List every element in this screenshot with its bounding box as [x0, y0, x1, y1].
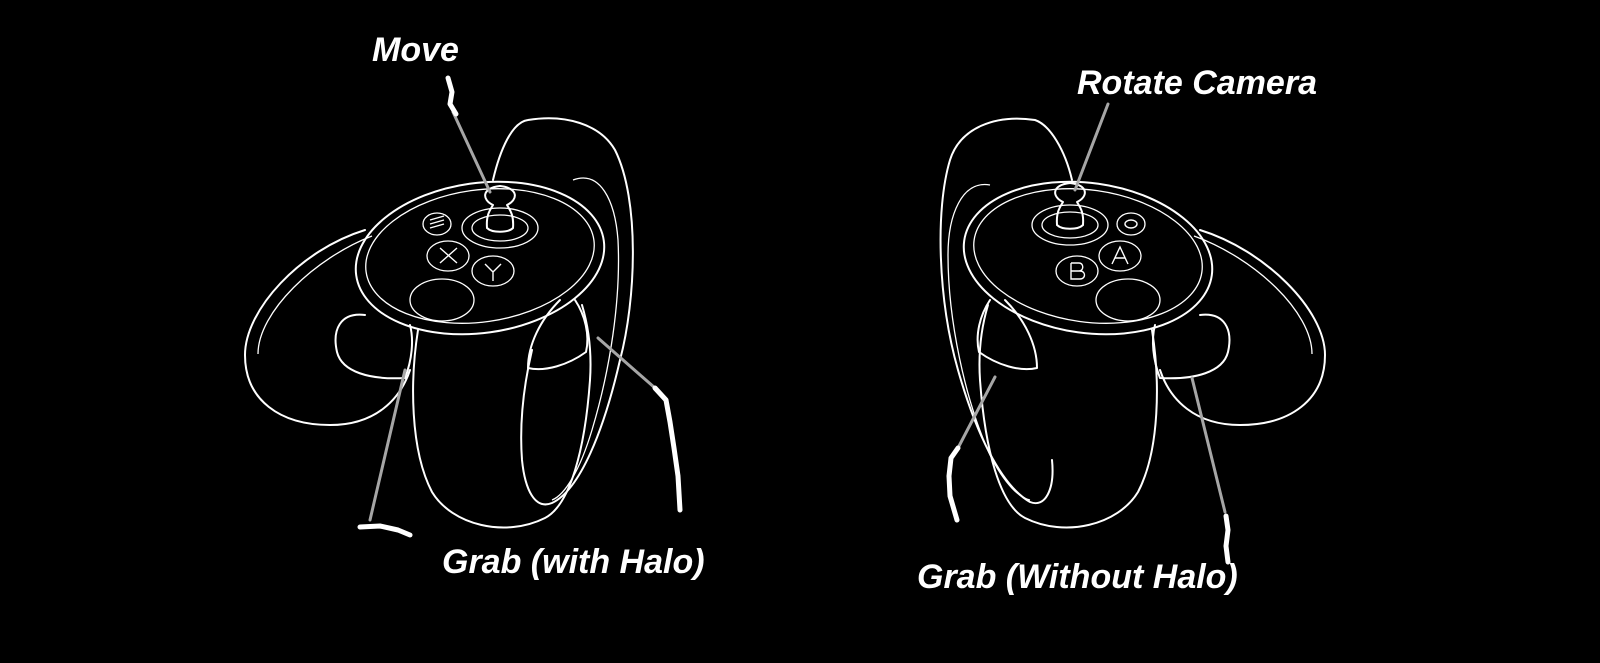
right-grip [978, 304, 1158, 529]
left-tracking-ring [492, 117, 634, 506]
left-controller [244, 117, 634, 529]
right-face-plate-rim [973, 188, 1203, 324]
right-b-button [1055, 255, 1099, 287]
left-grip [412, 304, 592, 529]
rotate-camera-leader-line [1073, 102, 1110, 192]
move-label: Move [372, 31, 459, 69]
left-x-button [426, 240, 470, 272]
grab-without-halo-label: Grab (Without Halo) [917, 558, 1238, 596]
right-halo-ring-inner [1193, 235, 1313, 355]
left-trigger-scribble [652, 385, 683, 513]
rotate-camera-label: Rotate Camera [1077, 64, 1317, 102]
left-grip-trigger [334, 313, 414, 380]
right-index-trigger [976, 299, 1038, 371]
right-face-plate [962, 180, 1214, 336]
right-halo-scribble [1223, 513, 1231, 565]
right-a-button [1098, 240, 1142, 272]
leader-lines [357, 75, 1231, 565]
grab-without-halo-leader-line [956, 375, 997, 450]
left-halo-ring-inner [257, 235, 373, 355]
grab-with-halo-label: Grab (with Halo) [442, 543, 705, 581]
left-thumbstick [461, 185, 539, 249]
left-face-plate [354, 180, 606, 336]
move-leader-scribble [445, 75, 459, 117]
grab-with-halo-scribble [357, 523, 413, 538]
grab-with-halo-leader-line [368, 368, 407, 522]
right-tracking-ring-inner [947, 183, 1031, 501]
right-grip-trigger [1151, 313, 1231, 380]
right-halo-leader-line [1190, 376, 1227, 514]
right-halo-ring [1159, 229, 1326, 426]
left-menu-button [422, 212, 452, 236]
move-leader-line [451, 110, 492, 194]
left-y-button [471, 255, 515, 287]
left-trigger-leader-line [596, 336, 657, 390]
right-controller [939, 117, 1326, 529]
left-tracking-ring-inner [551, 177, 620, 501]
right-thumbstick [1031, 182, 1109, 246]
left-halo-ring [244, 229, 411, 426]
left-index-trigger [527, 299, 589, 371]
right-thumb-rest [1095, 278, 1161, 322]
left-face-plate-rim [365, 188, 595, 324]
right-oculus-button [1116, 212, 1146, 236]
right-tracking-ring [939, 117, 1073, 505]
grab-without-halo-scribble [946, 445, 961, 523]
left-thumb-rest [409, 278, 475, 322]
